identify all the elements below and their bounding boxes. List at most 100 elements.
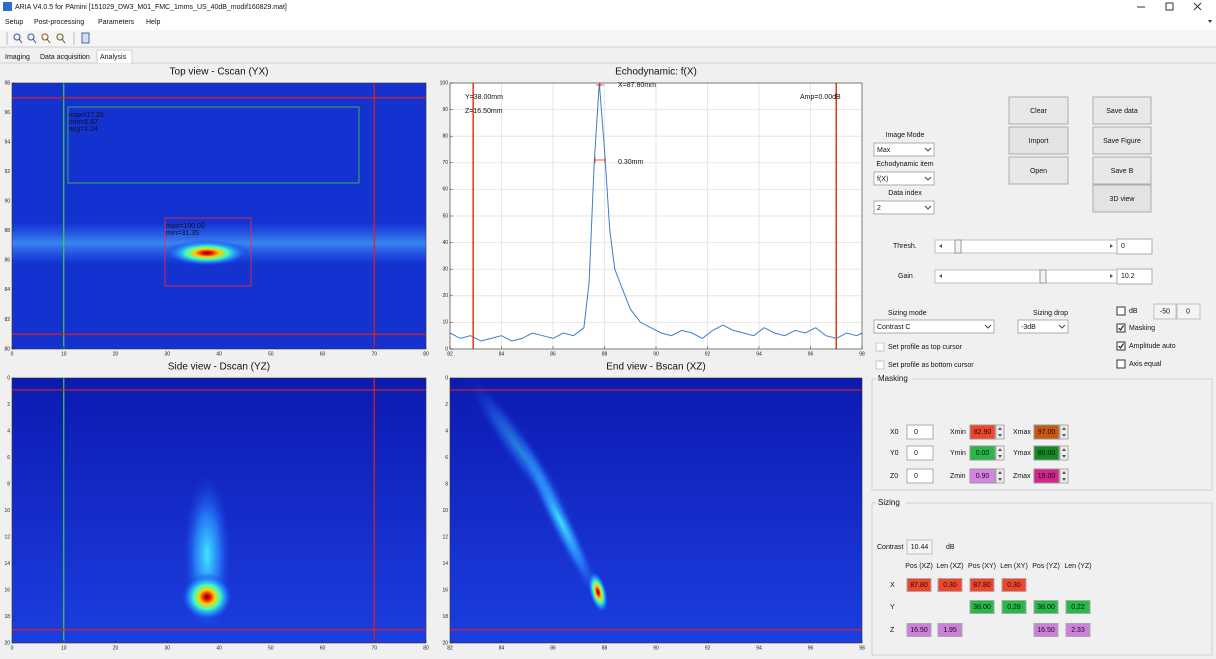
button [1092, 184, 1152, 213]
tab[interactable]: Data acquisition [40, 54, 90, 61]
y-tick-label: 20 [442, 293, 448, 299]
input-field[interactable] [906, 445, 934, 461]
checkbox[interactable] [1116, 359, 1126, 369]
tool-icon[interactable] [41, 33, 49, 41]
value-field[interactable] [1116, 238, 1153, 255]
menu-item[interactable]: Post-processing [34, 19, 84, 26]
y-tick-label: 86 [4, 258, 10, 264]
dropdown-label: Echodynamic item [876, 161, 933, 168]
field-label: Z0 [890, 473, 898, 480]
roi-stat: max=17.26 [69, 112, 104, 119]
echodynamic-curve [449, 82, 863, 342]
y-tick-label: 14 [442, 561, 448, 567]
dropdown[interactable] [873, 319, 995, 334]
result-cell [969, 600, 995, 614]
x-tick-label: 82 [447, 351, 453, 357]
y-tick-label: 10 [442, 320, 448, 326]
field-label: Xmax [1013, 429, 1031, 436]
dropdown[interactable] [873, 142, 935, 157]
slider-thumb[interactable] [954, 239, 962, 254]
value-field [1176, 303, 1201, 320]
slider-thumb[interactable] [1039, 269, 1047, 284]
menu-item[interactable]: Setup [5, 19, 23, 26]
spinner[interactable] [995, 445, 1005, 461]
field-unit: dB [946, 544, 955, 551]
column-header: Pos (XZ) [905, 563, 933, 570]
y-tick-label: 20 [4, 640, 10, 646]
value-field[interactable] [1116, 268, 1153, 285]
y-tick-label: 100 [440, 80, 449, 86]
checkbox[interactable] [1116, 341, 1126, 351]
dropdown-value: Contrast C [877, 324, 910, 331]
tool-icon[interactable] [13, 33, 21, 41]
tool-icon[interactable] [27, 33, 35, 41]
result-cell [937, 623, 963, 637]
slider-value: 10.2 [1121, 273, 1135, 280]
color-field[interactable] [969, 445, 996, 461]
spinner[interactable] [995, 424, 1005, 440]
y-tick-label: 80 [4, 346, 10, 352]
dropdown[interactable] [873, 171, 935, 186]
button[interactable] [1092, 96, 1152, 125]
button[interactable] [1008, 96, 1069, 125]
maximize-button[interactable] [1165, 2, 1174, 11]
input-field[interactable] [906, 468, 934, 484]
spinner-arrows [1062, 427, 1066, 437]
color-field[interactable] [1033, 445, 1060, 461]
color-field[interactable] [1033, 468, 1060, 484]
y-tick-label: 60 [442, 187, 448, 193]
checkbox[interactable] [1116, 306, 1126, 316]
x-tick-label: 84 [499, 645, 505, 651]
dropdown[interactable] [1017, 319, 1069, 334]
menu-item[interactable]: Help [146, 19, 161, 26]
y-tick-label: 84 [4, 287, 10, 293]
heatmap-background [450, 378, 862, 643]
spinner[interactable] [1059, 445, 1069, 461]
plot-title: End view - Bscan (XZ) [606, 362, 705, 373]
plot-title: Top view - Cscan (YX) [170, 67, 269, 78]
input-field[interactable] [906, 424, 934, 440]
button[interactable] [1092, 126, 1152, 155]
x-tick-label: 10 [61, 351, 67, 357]
spinner[interactable] [995, 468, 1005, 484]
x-tick-label: 92 [705, 645, 711, 651]
color-field[interactable] [969, 468, 996, 484]
slider-track[interactable] [934, 239, 1118, 254]
panel-border [871, 502, 1213, 656]
checkbox-label: Masking [1129, 325, 1155, 332]
column-header: Len (YZ) [1064, 563, 1091, 570]
spinner[interactable] [1059, 424, 1069, 440]
tab[interactable]: Imaging [5, 54, 30, 61]
tool-icon[interactable] [56, 33, 64, 41]
field-value: 97.00 [1038, 429, 1056, 436]
slider-track[interactable] [934, 269, 1118, 284]
width-marker [594, 157, 606, 163]
button[interactable] [1008, 156, 1069, 185]
x-tick-label: 50 [268, 351, 274, 357]
x-tick-label: 94 [756, 351, 762, 357]
x-tick-label: 98 [859, 645, 865, 651]
y-tick-label: 10 [4, 508, 10, 514]
menu-item[interactable]: Parameters [98, 19, 135, 26]
x-tick-label: 86 [550, 351, 556, 357]
y-tick-label: 4 [7, 428, 10, 434]
checkbox[interactable] [1116, 323, 1126, 333]
x-tick-label: 90 [653, 351, 659, 357]
field-value: 80.00 [1038, 450, 1056, 457]
close-button[interactable] [1193, 2, 1202, 11]
checkbox-label: Set profile as top cursor [888, 344, 963, 351]
dropdown-chevron [984, 324, 992, 329]
color-field[interactable] [969, 424, 996, 440]
field-label: Contrast [877, 544, 904, 551]
x-tick-label: 60 [320, 351, 326, 357]
button[interactable] [1092, 156, 1152, 185]
spinner[interactable] [1059, 468, 1069, 484]
tool-icon[interactable] [81, 32, 90, 44]
y-tick-label: 18 [4, 614, 10, 620]
annotation: Y=38.00mm [465, 94, 503, 101]
color-field[interactable] [1033, 424, 1060, 440]
dropdown[interactable] [873, 200, 935, 215]
tab[interactable]: Analysis [100, 54, 127, 61]
heatmap-background [12, 83, 426, 349]
x-tick-label: 82 [447, 645, 453, 651]
